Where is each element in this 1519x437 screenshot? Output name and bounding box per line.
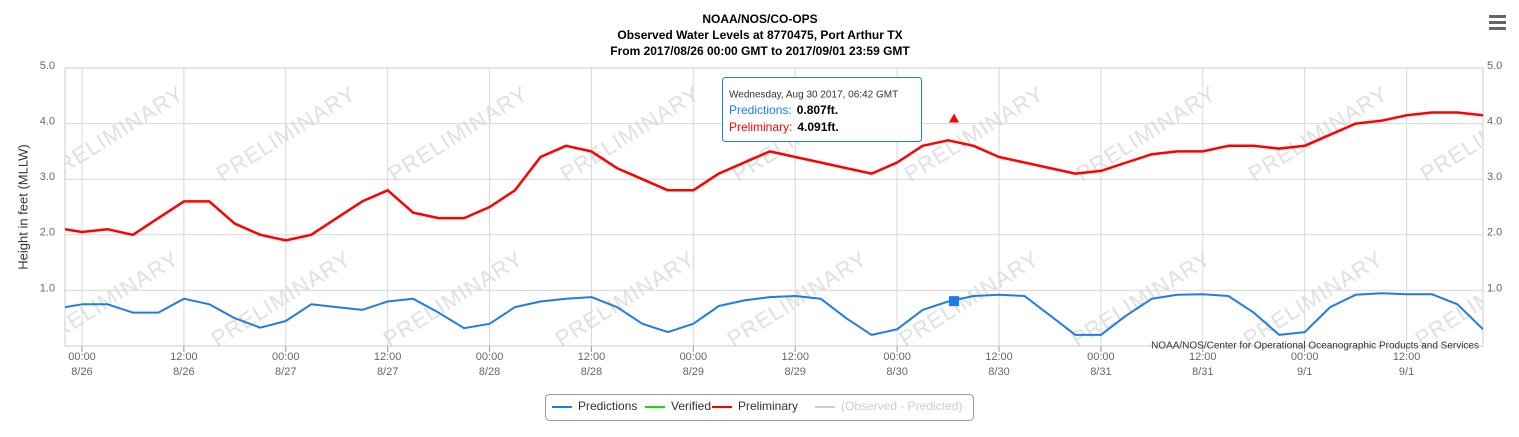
tooltip-header: Wednesday, Aug 30 2017, 06:42 GMT (729, 90, 898, 101)
y2-tick-label: 5.0 (1487, 60, 1502, 72)
tooltip-name: Predictions: (729, 103, 792, 117)
legend-label[interactable]: Predictions (578, 399, 637, 413)
x-tick-label: 8/26 (173, 366, 194, 378)
x-tick-label: 00:00 (680, 351, 708, 363)
foreground: 1.0 1.0 2.0 2.0 3.0 3.0 4.0 4.0 5.0 5.0 00:00 8/26 1… (40, 60, 1503, 378)
x-tick-label: 8/31 (1192, 366, 1213, 378)
chart-title: Observed Water Levels at 8770475, Port A… (617, 28, 902, 42)
tooltip-value: 0.807ft. (797, 103, 838, 117)
x-tick-label: 00:00 (883, 351, 911, 363)
series-line (65, 111, 1483, 242)
watermark: PRELIMINARY (1411, 246, 1519, 352)
y-tick-label: 4.0 (40, 116, 55, 128)
y-tick-label: 3.0 (40, 171, 55, 183)
y-tick-label: 2.0 (40, 227, 55, 239)
menu-bar (1489, 27, 1506, 30)
x-tick-label: 8/27 (275, 366, 296, 378)
watermark: PRELIMINARY (1244, 81, 1393, 187)
x-tick-label: 12:00 (374, 351, 402, 363)
legend-label[interactable]: Preliminary (738, 399, 798, 413)
tooltip: Wednesday, Aug 30 2017, 06:42 GMT Predict… (722, 77, 960, 307)
series-line (65, 292, 1483, 336)
x-tick-label: 8/29 (683, 366, 704, 378)
legend-label[interactable]: Verified (671, 399, 711, 413)
x-tick-label: 12:00 (985, 351, 1013, 363)
x-tick-label: 8/30 (988, 366, 1009, 378)
watermark: PRELIMINARY (379, 246, 528, 352)
watermark: PRELIMINARY (1416, 81, 1519, 187)
y-tick-label: 5.0 (40, 60, 55, 72)
watermark: PRELIMINARY (556, 81, 705, 187)
chart-title: NOAA/NOS/CO-OPS (702, 12, 817, 26)
y2-tick-label: 1.0 (1487, 282, 1502, 294)
x-tick-label: 12:00 (1189, 351, 1217, 363)
menu-bar (1489, 15, 1506, 18)
x-tick-label: 12:00 (578, 351, 606, 363)
menu-button[interactable] (1485, 10, 1509, 34)
y-tick-label: 1.0 (40, 282, 55, 294)
x-tick-label: 9/1 (1399, 366, 1414, 378)
y2-tick-label: 3.0 (1487, 171, 1502, 183)
watermark: PRELIMINARY (384, 81, 533, 187)
x-tick-label: 00:00 (68, 351, 96, 363)
x-tick-label: 12:00 (781, 351, 809, 363)
tooltip-box (722, 77, 922, 142)
plot-border (64, 67, 1484, 347)
y2-tick-label: 4.0 (1487, 116, 1502, 128)
tooltip-name: Preliminary: (729, 120, 792, 134)
watermark: PRELIMINARY (900, 81, 1049, 187)
x-tick-label: 8/30 (886, 366, 907, 378)
x-tick-label: 8/31 (1090, 366, 1111, 378)
watermark: PRELIMINARY (1239, 246, 1388, 352)
legend-box (545, 394, 974, 421)
x-tick-label: 8/26 (71, 366, 92, 378)
x-tick-label: 00:00 (476, 351, 504, 363)
x-tick-label: 00:00 (272, 351, 300, 363)
legend-label[interactable]: (Observed - Predicted) (841, 399, 962, 413)
chart-title: From 2017/08/26 00:00 GMT to 2017/09/01 … (610, 44, 910, 58)
x-tick-label: 9/1 (1297, 366, 1312, 378)
x-tick-label: 00:00 (1291, 351, 1319, 363)
watermark: PRELIMINARY (35, 246, 184, 352)
x-tick-label: 8/29 (785, 366, 806, 378)
watermark: PRELIMINARY (207, 246, 356, 352)
y2-tick-label: 2.0 (1487, 227, 1502, 239)
credit: NOAA/NOS/Center for Operational Oceanogr… (1151, 341, 1479, 352)
legend: Predictions Verified Preliminary (Observed … (552, 399, 962, 413)
hover-marker (949, 296, 960, 307)
menu-bar (1489, 21, 1506, 24)
x-tick-label: 12:00 (1393, 351, 1421, 363)
tooltip-value: 4.091ft. (797, 120, 838, 134)
x-tick-label: 8/27 (377, 366, 398, 378)
lines (65, 111, 1483, 336)
x-tick-label: 00:00 (1087, 351, 1115, 363)
watermark: PRELIMINARY (723, 246, 872, 352)
x-tick-label: 8/28 (479, 366, 500, 378)
hover-marker (949, 113, 960, 123)
watermark: PRELIMINARY (40, 81, 189, 187)
x-tick-label: 12:00 (170, 351, 198, 363)
x-tick-label: 8/28 (581, 366, 602, 378)
watermark: PRELIMINARY (895, 246, 1044, 352)
y-axis-label: Height in feet (MLLW) (15, 144, 30, 269)
